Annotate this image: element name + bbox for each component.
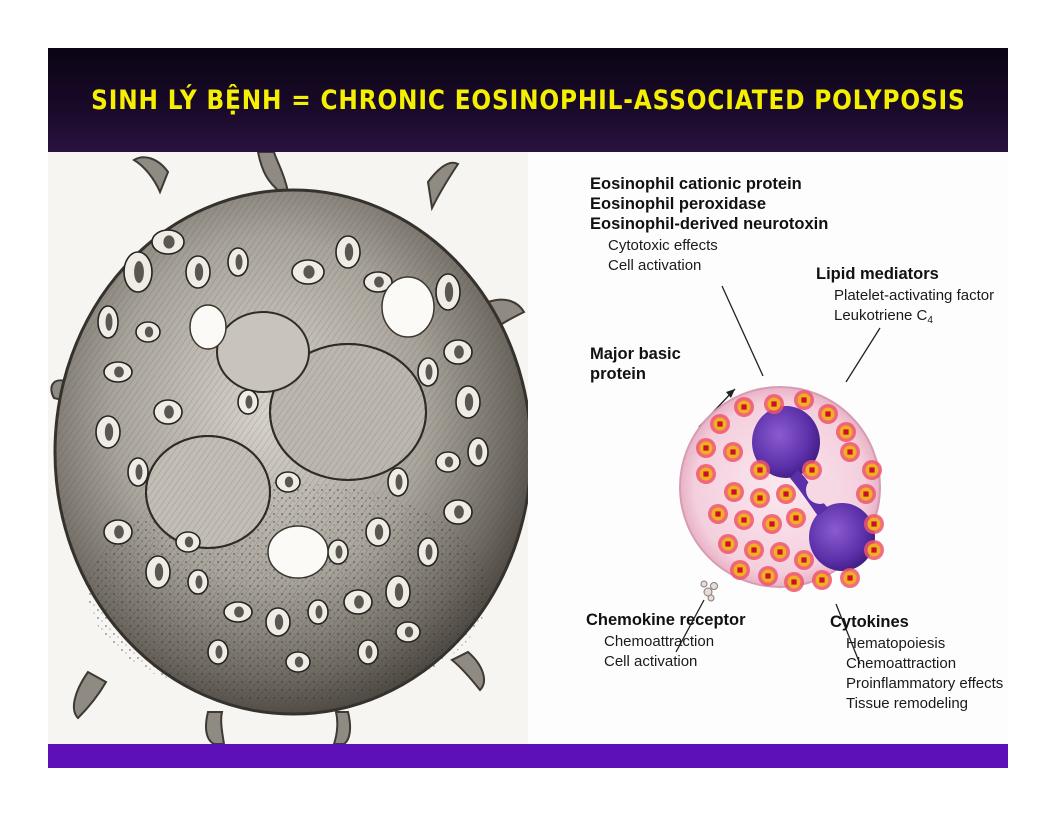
label-chemokine-receptor: Chemokine receptor <box>586 611 746 629</box>
slide-title: SINH LÝ BỆNH = CHRONIC EOSINOPHIL-ASSOCI… <box>90 84 966 116</box>
label-major-basic: Major basic <box>590 345 681 363</box>
label-chemoattraction-cytokines: Chemoattraction <box>846 655 957 672</box>
chemokine-receptor-icon <box>700 580 718 602</box>
label-chemoattraction-receptor: Chemoattraction <box>604 633 715 650</box>
eosinophil-diagram: Eosinophil cationic protein Eosinophil p… <box>528 152 1008 744</box>
leukotriene-text: Leukotriene C <box>834 307 928 324</box>
label-cell-activation-receptor: Cell activation <box>604 653 698 670</box>
slide: SINH LÝ BỆNH = CHRONIC EOSINOPHIL-ASSOCI… <box>48 48 1008 768</box>
nucleus-icon <box>752 406 875 571</box>
label-eosinophil-peroxidase: Eosinophil peroxidase <box>590 195 767 213</box>
label-eosinophil-cationic-protein: Eosinophil cationic protein <box>590 175 802 193</box>
label-tissue-remodeling: Tissue remodeling <box>846 695 968 712</box>
label-cytotoxic-effects: Cytotoxic effects <box>608 237 718 254</box>
footer-bar <box>48 744 1008 768</box>
slide-header: SINH LÝ BỆNH = CHRONIC EOSINOPHIL-ASSOCI… <box>48 48 1008 152</box>
eosinophil-sketch-icon <box>48 152 528 744</box>
label-cell-activation-granule: Cell activation <box>608 257 702 274</box>
label-proinflammatory-effects: Proinflammatory effects <box>846 675 1004 692</box>
eosinophil-cell-icon <box>675 285 884 665</box>
label-hematopoiesis: Hematopoiesis <box>846 635 946 652</box>
label-platelet-activating-factor: Platelet-activating factor <box>834 287 995 304</box>
label-protein: protein <box>590 365 646 383</box>
label-leukotriene: Leukotriene C4 <box>834 306 933 331</box>
slide-content: Eosinophil cationic protein Eosinophil p… <box>48 152 1008 744</box>
granule-icon <box>696 390 884 592</box>
label-eosinophil-derived-neurotoxin: Eosinophil-derived neurotoxin <box>590 215 829 233</box>
leukotriene-subscript: 4 <box>927 315 933 326</box>
label-cytokines: Cytokines <box>830 613 909 631</box>
label-lipid-mediators: Lipid mediators <box>816 265 939 283</box>
